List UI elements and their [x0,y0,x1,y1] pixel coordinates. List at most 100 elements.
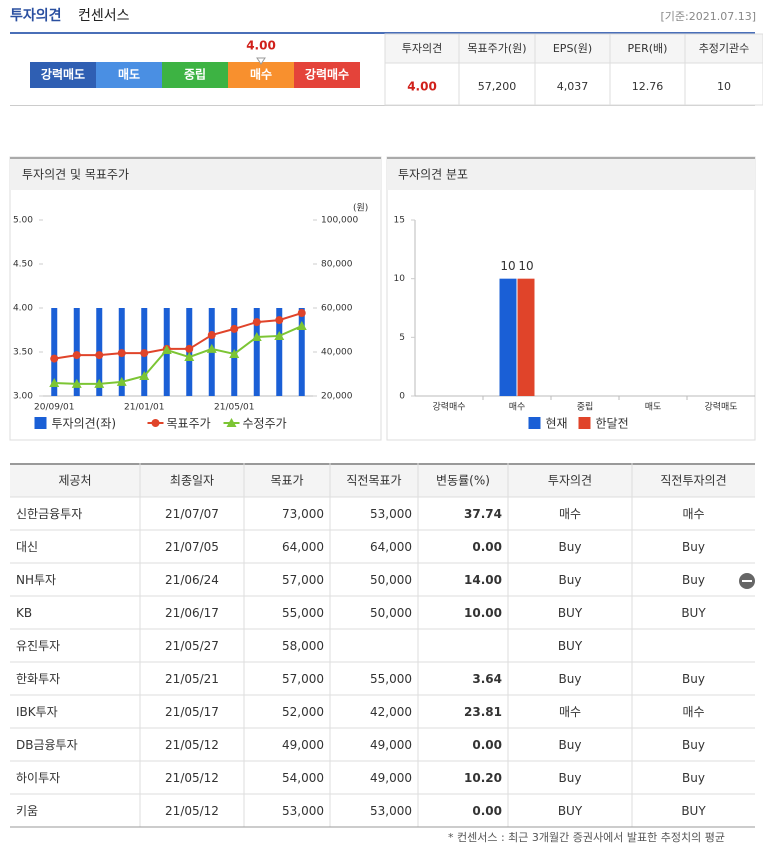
line-marker [95,351,104,360]
table-cell: 49,000 [282,738,324,752]
legend-label: 현재 [546,417,568,431]
table-cell: BUY [681,804,706,818]
scale-label: 매도 [118,67,140,82]
bar [517,278,535,396]
bar-value-label: 10 [500,259,515,273]
y-tick-label: 15 [394,216,405,226]
table-top-rule [10,463,755,465]
line-marker [71,378,82,388]
table-cell: 21/06/24 [165,573,219,587]
summary-header: PER(배) [628,42,668,55]
table-cell: 21/05/17 [165,705,219,719]
scale-label: 강력매도 [41,67,85,82]
y2-axis-label: (원) [353,203,368,214]
footnote: * 컨센서스 : 최근 3개월간 증권사에서 발표한 추정치의 평균 [448,831,725,844]
table-cell: 21/07/05 [165,540,219,554]
table-header: 직전목표가 [346,474,401,488]
scale-segment [96,62,162,88]
date: [기준:2021.07.13] [660,10,756,23]
bar [51,308,58,396]
table-cell: 10.20 [464,771,502,785]
legend-swatch [34,417,47,429]
x-tick-label: 21/05/01 [214,403,254,413]
x-tick-label: 강력매도 [704,401,737,413]
summary-header: 추정기관수 [699,42,750,55]
line-marker [184,352,195,362]
subtitle: 컨센서스 [78,8,130,24]
table-cell: 55,000 [370,672,412,686]
y2-tick-label: 20,000 [321,392,353,402]
x-tick-label: 20/09/01 [34,403,74,413]
table-cell: 대신 [16,540,38,554]
bar [276,308,283,396]
y2-tick-label: 80,000 [321,260,353,270]
table-cell: IBK투자 [16,705,58,719]
table-cell: BUY [558,639,583,653]
y-tick-label: 4.50 [13,260,33,270]
summary-value: 12.76 [632,80,664,93]
table-cell: 키움 [16,804,38,818]
table-cell: Buy [682,540,705,554]
chart-title: 투자의견 분포 [398,168,468,182]
line-marker [72,351,81,360]
y-tick-label: 4.00 [13,304,33,314]
y-tick-label: 5.00 [13,216,33,226]
line-marker [297,309,306,318]
collapse-icon-minus [742,580,752,582]
table-cell: Buy [559,738,582,752]
line-marker [50,354,59,363]
scale-label: 중립 [184,68,206,82]
legend-label: 투자의견(좌) [52,417,117,431]
table-cell: KB [16,606,32,620]
line-marker [275,316,284,325]
summary-value: 10 [717,80,731,93]
scale-segment [228,62,294,88]
table-cell: Buy [559,540,582,554]
legend-label: 목표주가 [167,417,211,431]
scale-value: 4.00 [246,39,276,53]
summary-header: EPS(원) [553,42,592,55]
table-cell: 21/05/12 [165,804,219,818]
line-marker [49,378,60,388]
table-cell: BUY [558,606,583,620]
table-cell: 49,000 [370,771,412,785]
summary-rule [10,105,755,106]
table-cell: 3.64 [472,672,502,686]
table-header: 투자의견 [548,474,592,488]
table-cell: 10.00 [464,606,502,620]
table-cell: 21/05/27 [165,639,219,653]
table-cell: 23.81 [464,705,502,719]
summary-value: 4,037 [557,80,589,93]
table-cell: Buy [682,738,705,752]
table-cell: 64,000 [370,540,412,554]
table-header-bg [10,463,755,497]
table-header: 제공처 [58,474,91,488]
table-cell: 신한금융투자 [16,507,82,521]
table-cell: Buy [682,672,705,686]
table-header: 직전투자의견 [660,474,726,488]
scale-label: 매수 [250,67,272,82]
legend-swatch [151,419,160,427]
table-cell: 21/05/21 [165,672,219,686]
y-tick-label: 3.50 [13,348,33,358]
summary-header: 투자의견 [402,42,442,55]
table-cell: BUY [558,804,583,818]
table-cell: 매수 [682,705,704,719]
summary-cell [684,62,763,106]
y2-tick-label: 40,000 [321,348,353,358]
line-marker [207,331,216,340]
line-marker [140,349,149,358]
summary-header-cell [534,33,611,64]
panel-rule [387,157,755,159]
table-cell: 57,000 [282,573,324,587]
table-cell: 0.00 [472,804,502,818]
top-rule [10,32,755,34]
table-cell: 64,000 [282,540,324,554]
line-marker [161,345,172,355]
table-cell: 21/07/07 [165,507,219,521]
y2-tick-label: 100,000 [321,216,358,226]
panel [386,156,756,441]
x-tick-label: 강력매수 [432,401,465,413]
x-tick-label: 21/01/01 [124,403,164,413]
